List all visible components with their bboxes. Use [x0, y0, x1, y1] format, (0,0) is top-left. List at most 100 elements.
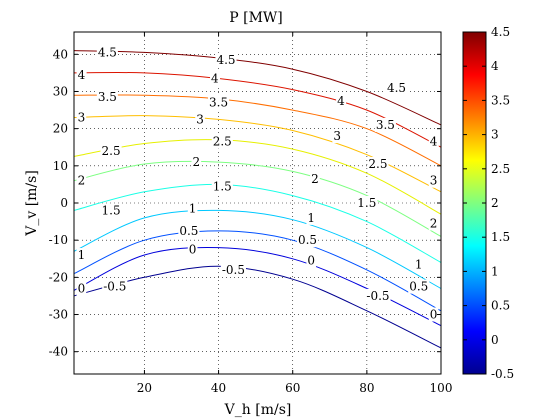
contour-label: 1.5 — [102, 203, 121, 217]
contour-label-bg — [100, 143, 122, 158]
x-tick-label: 20 — [137, 381, 152, 395]
contour-label-bg — [306, 210, 317, 225]
contour-line-4 — [73, 72, 442, 148]
contour-label-bg — [306, 253, 317, 268]
contour-label: 4 — [430, 135, 438, 149]
y-tick-label: -10 — [49, 233, 68, 247]
contour-label-bg — [408, 279, 430, 294]
colorbar-tick-label: 2 — [491, 196, 499, 210]
contour-label: 1.5 — [357, 196, 376, 210]
colorbar-tick-label: 2.5 — [491, 162, 510, 176]
contour-label-bg — [178, 223, 200, 238]
contour-label-bg — [191, 155, 202, 170]
contour-label: 4 — [78, 68, 86, 82]
contour-label: 2.5 — [368, 157, 387, 171]
colorbar-tick-label: 3.5 — [491, 93, 510, 107]
colorbar-tick-label: 3 — [491, 128, 499, 142]
contour-label: 1 — [189, 202, 197, 216]
colorbar-tick-label: 0.5 — [491, 299, 510, 313]
contour-label-bg — [428, 216, 439, 231]
contour-label: 3 — [430, 174, 438, 188]
x-tick-label: 40 — [211, 381, 226, 395]
contour-label: -0.5 — [222, 263, 245, 277]
y-tick-label: -40 — [49, 345, 68, 359]
colorbar-tick-label: 1 — [491, 264, 499, 278]
contour-label: 2 — [311, 172, 319, 186]
contour-label-bg — [220, 262, 246, 277]
contour-label: 4.5 — [98, 45, 117, 59]
contour-label-bg — [76, 110, 87, 125]
chart-title: P [MW] — [229, 10, 283, 26]
contour-label-bg — [76, 248, 87, 263]
y-tick-label: 20 — [53, 122, 68, 136]
contour-label-bg — [374, 117, 396, 132]
contour-label: 3.5 — [209, 96, 228, 110]
contour-label: 0.5 — [179, 224, 198, 238]
contour-line-3.5 — [73, 94, 442, 167]
contour-line-2 — [73, 160, 442, 237]
contour-label-bg — [310, 171, 320, 186]
contour-label-bg — [215, 52, 237, 67]
contour-label-bg — [100, 203, 122, 218]
contour-label: 0 — [307, 254, 315, 268]
contour-label-bg — [76, 173, 87, 188]
contour-label-bg — [336, 93, 347, 108]
contour-label: 3.5 — [376, 118, 395, 132]
colorbar-tick-label: 4.5 — [491, 25, 510, 39]
y-tick-label: -30 — [49, 308, 68, 322]
contour-label: 2 — [193, 155, 201, 169]
contour-label-bg — [413, 257, 424, 272]
x-tick-label: 100 — [430, 381, 453, 395]
contour-label-bg — [210, 71, 221, 86]
contour-label-bg — [356, 196, 378, 210]
contour-label: 0 — [78, 282, 86, 296]
y-tick-label: 30 — [53, 84, 68, 98]
contour-label: 4.5 — [387, 81, 406, 95]
contour-label-bg — [195, 112, 205, 127]
contour-label: 0 — [430, 308, 438, 322]
contour-label: 4 — [211, 71, 219, 85]
contour-label: 1.5 — [213, 179, 232, 193]
contour-label: 0 — [189, 242, 197, 256]
contour-line-0.5 — [73, 230, 442, 312]
x-tick-label: 60 — [285, 381, 300, 395]
contour-label: 1 — [415, 257, 423, 271]
colorbar-tick-label: 4 — [491, 59, 499, 73]
contour-label: -0.5 — [366, 289, 389, 303]
contour-label: 4 — [337, 94, 345, 108]
x-axis-label: V_h [m/s] — [224, 402, 292, 418]
y-tick-label: 10 — [53, 159, 68, 173]
contour-label: 2.5 — [213, 135, 232, 149]
contour-label: 4.5 — [216, 53, 235, 67]
contour-label: 0.5 — [409, 280, 428, 294]
y-tick-label: -20 — [49, 270, 68, 284]
contour-label-bg — [76, 281, 87, 296]
y-tick-label: 40 — [53, 47, 68, 61]
colorbar-tick-label: 0 — [491, 333, 499, 347]
contour-label-bg — [187, 242, 198, 257]
contour-label-bg — [102, 279, 128, 294]
contour-line--0.5 — [73, 265, 442, 349]
contour-line-1.5 — [73, 183, 442, 263]
contour-line-4.5 — [73, 50, 442, 126]
contour-label-bg — [187, 201, 198, 216]
contour-label: 2.5 — [102, 144, 121, 158]
contour-label-bg — [332, 129, 343, 144]
contour-label-bg — [428, 173, 439, 188]
contour-label-bg — [365, 288, 391, 303]
contour-label-bg — [428, 134, 439, 149]
y-axis-label: V_v [m/s] — [24, 170, 40, 237]
contour-label-bg — [208, 95, 230, 110]
contour-label: 0.5 — [298, 233, 317, 247]
contour-label-bg — [96, 90, 118, 105]
contour-line-2.5 — [73, 139, 442, 215]
contour-label-bg — [367, 156, 389, 171]
colorbar: 4.5 4 3.5 3 2.5 2 1.5 1 0.5 0 -0.5 — [462, 25, 514, 381]
contour-label-bg — [296, 233, 319, 248]
colorbar-ticks: 4.5 4 3.5 3 2.5 2 1.5 1 0.5 0 -0.5 — [463, 25, 514, 381]
contour-label: 1 — [307, 211, 315, 225]
contour-label: 2 — [430, 216, 438, 230]
